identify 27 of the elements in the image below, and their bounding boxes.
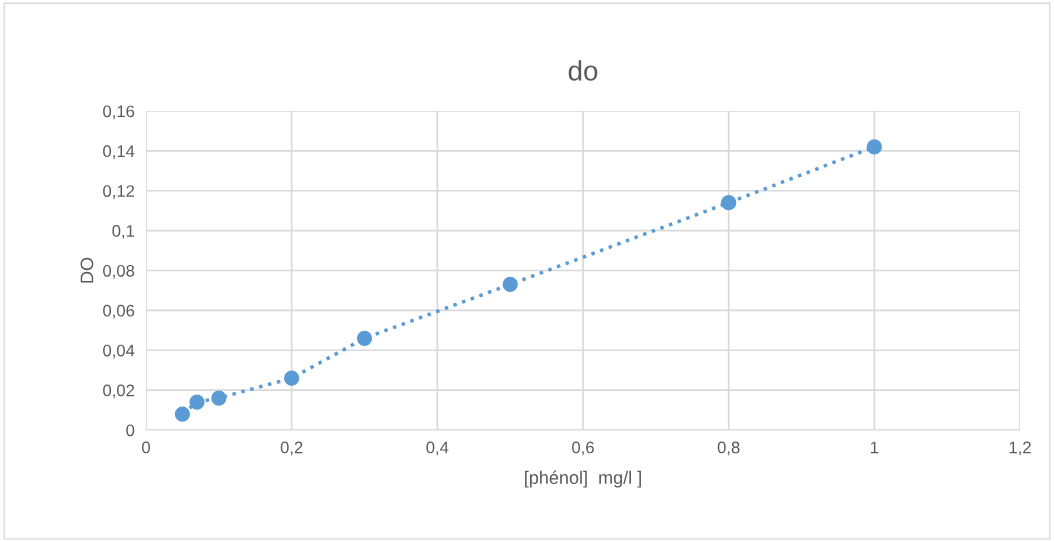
x-tick-label: 0,8: [717, 441, 740, 456]
y-tick-label: 0,04: [103, 344, 135, 359]
y-tick-label: 0,16: [103, 105, 135, 120]
y-tick-label: 0,12: [103, 185, 135, 199]
point: [866, 139, 882, 155]
point: [356, 330, 373, 346]
chart-title: do: [568, 60, 598, 81]
point: [211, 390, 227, 406]
point: [174, 406, 191, 422]
point: [284, 370, 300, 386]
y-tick-label: 0: [126, 424, 135, 437]
y-tick-label: 0,02: [103, 384, 135, 399]
y-tick-label: 0,14: [103, 145, 135, 160]
x-tick-label: 1,2: [1009, 441, 1031, 456]
y-tick-label: 0,08: [103, 264, 135, 279]
x-tick-label: 0,6: [572, 441, 594, 456]
x-tick-label: 0,4: [426, 441, 449, 456]
x-axis-title: [phénol] mg/l ]: [525, 470, 641, 488]
point: [721, 195, 737, 211]
x-tick-label: 0,2: [280, 441, 303, 456]
y-tick-label: 0,06: [103, 304, 135, 319]
point: [502, 276, 518, 293]
y-axis-title: DO: [80, 257, 94, 283]
x-tick-label: 0: [142, 441, 150, 454]
x-tick-label: 1: [870, 441, 879, 454]
point: [189, 394, 205, 410]
y-tick-label: 0,1: [112, 225, 135, 239]
